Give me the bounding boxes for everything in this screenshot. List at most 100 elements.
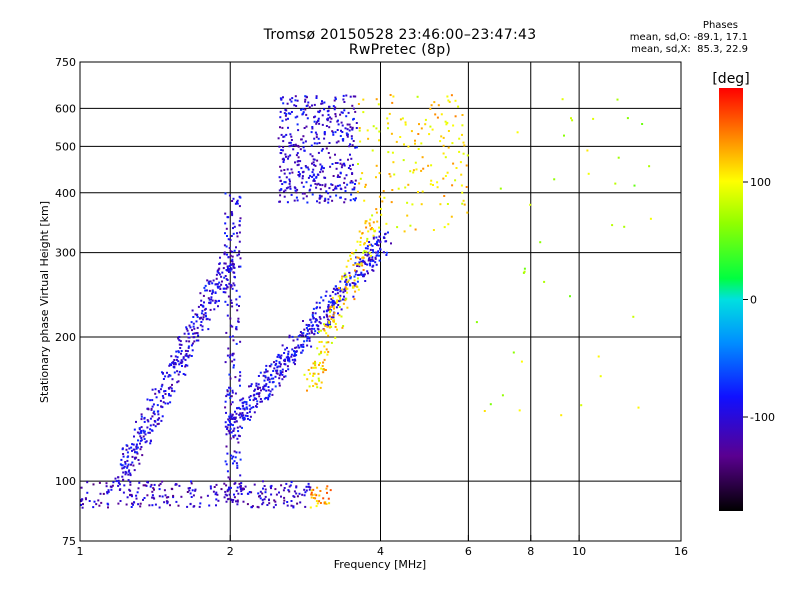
data-point [234, 376, 237, 379]
data-point [229, 324, 232, 327]
data-point [275, 370, 278, 372]
data-point [322, 167, 325, 170]
data-point [211, 282, 214, 285]
data-point [295, 486, 298, 489]
data-point [367, 230, 370, 233]
data-point [226, 354, 229, 357]
data-point [140, 446, 143, 448]
data-point [354, 199, 356, 202]
data-point [151, 415, 154, 418]
phase-stats-x: mean, sd,X: 85.3, 22.9 [631, 44, 748, 55]
data-point [248, 418, 251, 421]
data-point [290, 193, 293, 196]
data-point [278, 491, 280, 494]
data-point [356, 240, 359, 243]
data-point [296, 99, 299, 102]
data-point [224, 291, 227, 294]
data-point [362, 275, 364, 278]
data-point [264, 384, 267, 387]
data-point [385, 251, 388, 254]
data-point [501, 394, 504, 397]
data-point [138, 432, 141, 435]
data-point [241, 414, 243, 417]
data-point [208, 289, 211, 292]
data-point [146, 481, 149, 484]
data-point [289, 112, 292, 115]
data-point [148, 431, 151, 434]
data-point [252, 406, 255, 409]
data-point [336, 120, 339, 123]
data-point [224, 222, 227, 225]
data-point [220, 488, 223, 491]
data-point [294, 99, 297, 102]
data-point [399, 118, 402, 121]
data-point [230, 299, 233, 302]
data-point [334, 96, 337, 99]
data-point [227, 347, 230, 350]
data-point [233, 416, 235, 419]
data-point [180, 352, 182, 355]
data-point [296, 164, 299, 167]
data-point [135, 420, 137, 423]
data-point [291, 348, 294, 351]
data-point [206, 279, 209, 282]
data-point [290, 355, 293, 358]
data-point [143, 420, 146, 423]
data-point [307, 101, 310, 104]
data-point [346, 134, 349, 137]
data-point [307, 369, 310, 371]
data-point [284, 153, 287, 156]
data-point [372, 235, 375, 238]
data-point [226, 303, 229, 306]
data-point [149, 424, 152, 427]
data-point [245, 401, 248, 404]
data-point [223, 482, 226, 485]
data-point [345, 94, 348, 97]
data-point [161, 480, 164, 483]
data-point [312, 372, 315, 375]
data-point [353, 279, 356, 282]
data-point [371, 269, 374, 271]
data-points [80, 94, 652, 509]
data-point [226, 393, 229, 396]
data-point [325, 487, 328, 490]
data-point [177, 337, 180, 340]
data-point [223, 244, 226, 247]
data-point [157, 418, 160, 421]
data-point [351, 172, 354, 175]
data-point [315, 318, 318, 321]
data-point [198, 505, 201, 508]
data-point [231, 360, 234, 363]
data-point [344, 198, 347, 201]
data-point [445, 123, 448, 126]
data-point [248, 491, 251, 493]
data-point [316, 347, 319, 350]
data-point [311, 162, 313, 165]
data-point [149, 442, 152, 445]
data-point [338, 300, 341, 303]
data-point [185, 353, 188, 355]
data-point [417, 133, 420, 135]
data-point [355, 270, 357, 273]
data-point [262, 387, 265, 390]
data-point [216, 270, 219, 273]
data-point [253, 483, 256, 486]
data-point [330, 305, 332, 308]
data-point [122, 491, 125, 494]
data-point [176, 381, 179, 384]
data-point [310, 496, 313, 499]
data-point [273, 361, 275, 364]
data-point [232, 266, 235, 269]
data-point [355, 146, 358, 149]
data-point [296, 123, 299, 126]
data-point [122, 478, 125, 481]
data-point [323, 351, 326, 354]
data-point [290, 135, 293, 138]
data-point [164, 494, 167, 497]
data-point [232, 263, 234, 265]
data-point [339, 297, 341, 299]
data-point [229, 354, 232, 357]
data-point [280, 371, 282, 374]
data-point [115, 480, 118, 483]
data-point [239, 412, 242, 415]
